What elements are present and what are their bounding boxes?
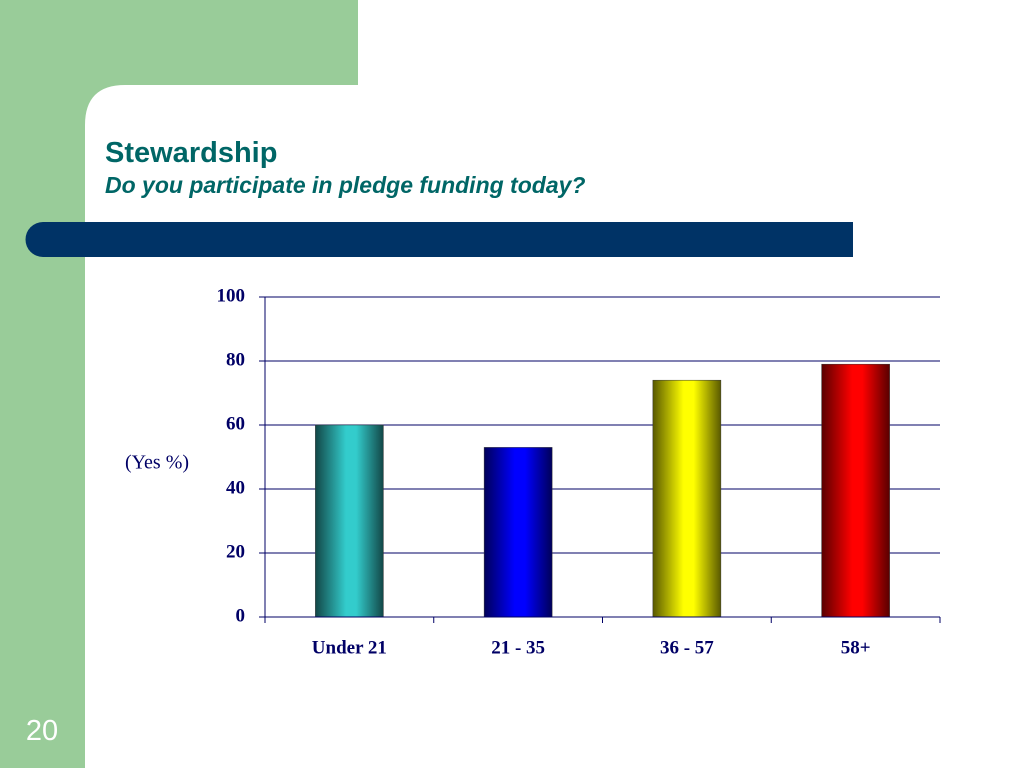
y-tick-label: 100 xyxy=(217,285,246,306)
y-tick-label: 20 xyxy=(226,541,245,562)
page-number: 20 xyxy=(26,715,58,747)
plot: 0 20 40 60 80 100 Under 21 21 - 35 36 - 57 58+ xyxy=(217,285,941,658)
y-tick-label: 60 xyxy=(226,413,245,434)
title-rule xyxy=(25,222,853,257)
x-tick-label: Under 21 xyxy=(312,637,387,658)
y-tick-label: 40 xyxy=(226,477,245,498)
y-tick-label: 80 xyxy=(226,349,245,370)
x-tick-label: 21 - 35 xyxy=(491,637,545,658)
corner-band xyxy=(0,0,358,768)
bar xyxy=(315,424,384,618)
bar xyxy=(483,447,553,618)
slide-subtitle: Do you participate in pledge funding tod… xyxy=(105,172,585,198)
bar xyxy=(821,363,890,618)
slide-title: Stewardship xyxy=(105,137,277,169)
bar xyxy=(652,379,722,618)
x-tick-label: 36 - 57 xyxy=(660,637,714,658)
x-tick-label: 58+ xyxy=(841,637,871,658)
y-axis-label: (Yes %) xyxy=(125,452,189,474)
y-tick-label: 0 xyxy=(236,605,246,626)
